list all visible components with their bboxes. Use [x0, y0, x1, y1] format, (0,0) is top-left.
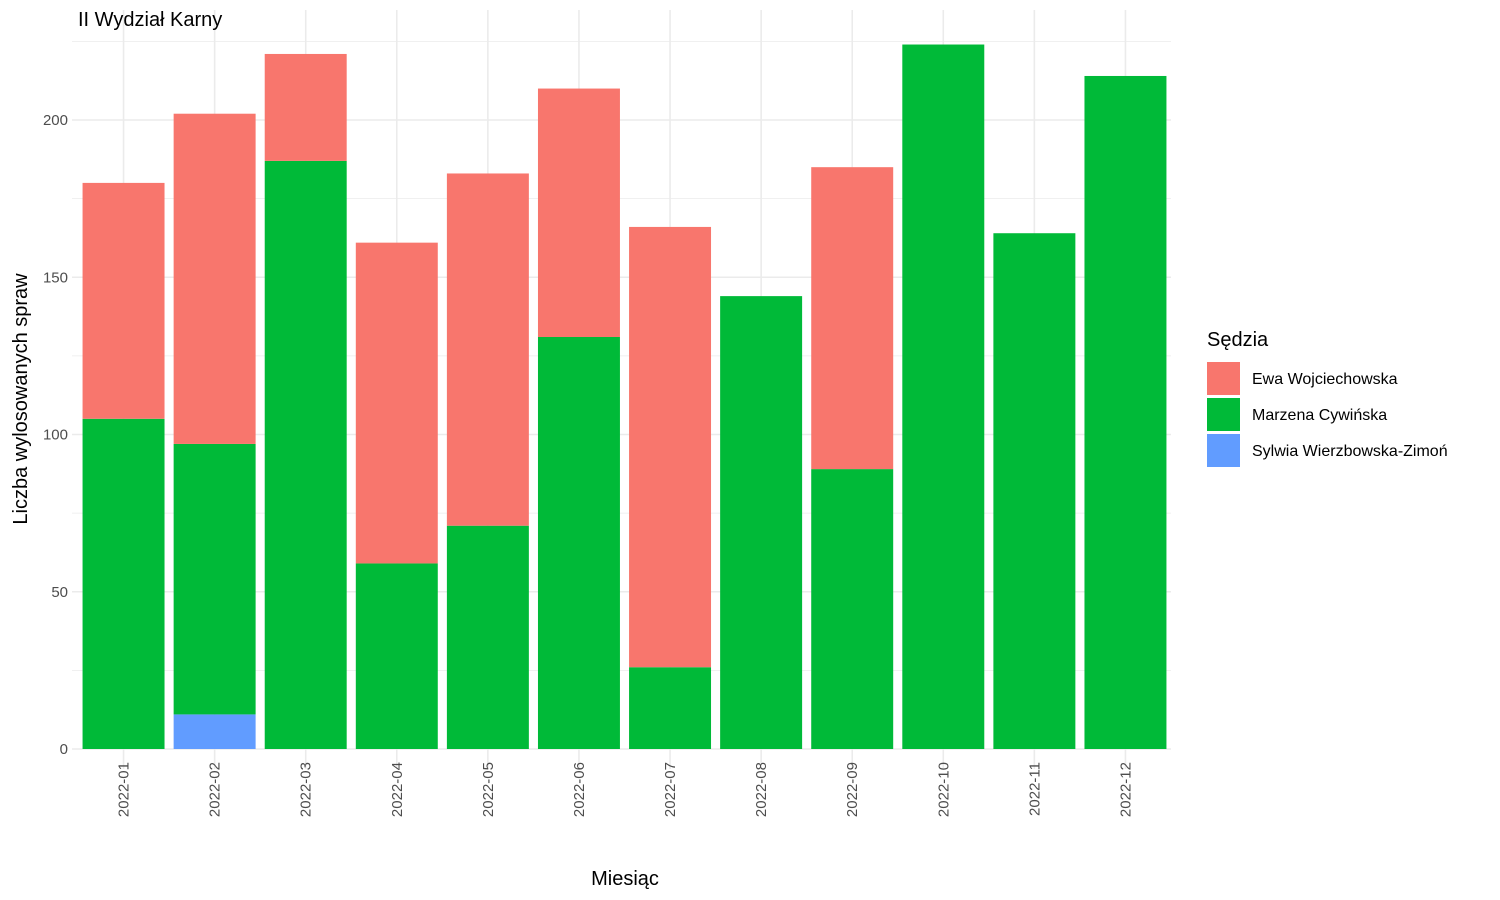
bar-segment	[537, 88, 620, 338]
x-tick-label: 2022-07	[662, 762, 679, 817]
bar-segment	[173, 443, 256, 715]
bar-segment	[446, 173, 529, 526]
bar-segment	[264, 53, 347, 161]
y-axis-ticks: 0 50 100 150 200	[43, 112, 68, 758]
bar-segment	[902, 44, 985, 749]
legend-title: Sędzia	[1207, 329, 1269, 351]
x-tick-label: 2022-01	[116, 762, 133, 817]
bar-segment	[720, 296, 803, 749]
bar-segment	[993, 233, 1076, 750]
x-tick-label: 2022-10	[935, 762, 952, 817]
x-tick-label: 2022-12	[1117, 762, 1134, 817]
bars	[82, 44, 1167, 750]
bar-segment	[811, 469, 894, 749]
x-tick-label: 2022-11	[1026, 762, 1043, 816]
legend-swatch	[1207, 398, 1240, 431]
x-tick-label: 2022-03	[298, 762, 315, 817]
bar-segment	[355, 563, 438, 749]
y-tick-label: 50	[51, 584, 68, 601]
x-tick-label: 2022-04	[389, 762, 406, 817]
chart-title: II Wydział Karny	[78, 9, 222, 31]
x-axis-title: Miesiąc	[591, 868, 659, 890]
x-axis-ticks: 2022-01 2022-02 2022-03 2022-04 2022-05 2022-…	[116, 762, 1135, 817]
y-tick-label: 150	[43, 269, 68, 286]
x-tick-label: 2022-08	[753, 762, 770, 817]
legend-swatch	[1207, 434, 1240, 467]
bar-segment	[537, 337, 620, 749]
legend-swatch	[1207, 362, 1240, 395]
bar-segment	[264, 160, 347, 749]
x-tick-label: 2022-02	[207, 762, 224, 817]
bar-segment	[629, 667, 712, 749]
x-tick-label: 2022-05	[480, 762, 497, 817]
legend-label: Marzena Cywińska	[1252, 407, 1387, 424]
bar-segment	[82, 182, 165, 419]
bar-segment	[173, 113, 256, 444]
bar-segment	[629, 226, 712, 668]
bar-segment	[82, 418, 165, 749]
bar-segment	[1084, 75, 1167, 750]
legend-label: Sylwia Wierzbowska-Zimoń	[1252, 443, 1448, 460]
x-tick-label: 2022-09	[844, 762, 861, 817]
bar-segment	[173, 714, 256, 749]
y-axis-title: Liczba wylosowanych spraw	[10, 273, 32, 525]
legend: Sędzia Ewa Wojciechowska Marzena Cywińska…	[1207, 329, 1448, 467]
legend-label: Ewa Wojciechowska	[1252, 371, 1398, 388]
y-tick-label: 0	[60, 741, 68, 758]
y-tick-label: 200	[43, 112, 68, 129]
bar-segment	[811, 167, 894, 470]
y-tick-label: 100	[43, 427, 68, 444]
x-tick-label: 2022-06	[571, 762, 588, 817]
bar-segment	[355, 242, 438, 564]
bar-segment	[446, 525, 529, 749]
